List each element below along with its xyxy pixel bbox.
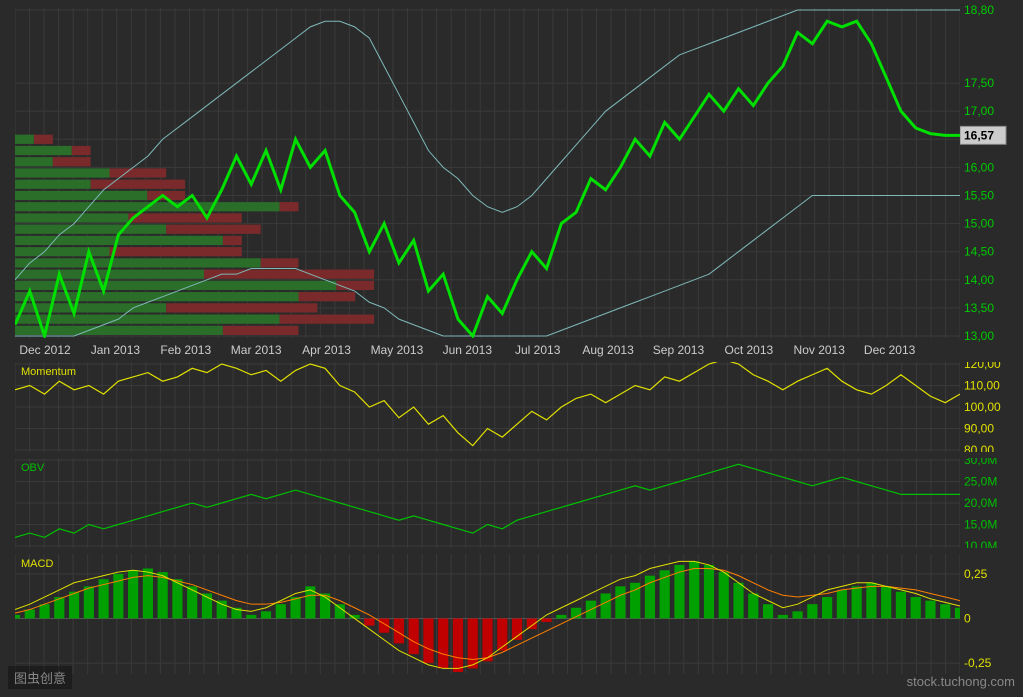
time-axis: Dec 2012 Jan 2013 Feb 2013 Mar 2013 Apr 2013… <box>15 340 960 360</box>
svg-text:0: 0 <box>964 611 971 625</box>
svg-text:18,80: 18,80 <box>964 4 994 17</box>
obv-chart-svg <box>15 458 960 548</box>
svg-text:120,00: 120,00 <box>964 362 1001 371</box>
price-yaxis: 13,0013,5014,0014,5015,0015,5016,0016,50… <box>960 4 1020 344</box>
macd-panel[interactable]: MACD <box>15 554 960 674</box>
svg-text:Apr 2013: Apr 2013 <box>302 343 351 357</box>
svg-text:-0,25: -0,25 <box>964 656 992 670</box>
macd-label: MACD <box>21 558 53 570</box>
svg-text:100,00: 100,00 <box>964 400 1001 414</box>
obv-panel[interactable]: OBV <box>15 458 960 548</box>
price-chart-svg <box>15 8 960 338</box>
svg-text:Mar 2013: Mar 2013 <box>231 343 282 357</box>
svg-text:25,0M: 25,0M <box>964 475 997 489</box>
svg-text:May 2013: May 2013 <box>371 343 424 357</box>
obv-label: OBV <box>21 462 44 474</box>
svg-text:90,00: 90,00 <box>964 422 994 436</box>
momentum-chart-svg <box>15 362 960 452</box>
svg-text:16,00: 16,00 <box>964 160 994 174</box>
svg-text:17,50: 17,50 <box>964 76 994 90</box>
svg-text:17,00: 17,00 <box>964 104 994 118</box>
svg-text:Aug 2013: Aug 2013 <box>582 343 634 357</box>
stock-chart-dashboard: 13,0013,5014,0014,5015,0015,5016,0016,50… <box>0 0 1023 697</box>
svg-text:Nov 2013: Nov 2013 <box>794 343 846 357</box>
svg-text:Jun 2013: Jun 2013 <box>443 343 493 357</box>
svg-text:15,0M: 15,0M <box>964 518 997 532</box>
svg-text:80,00: 80,00 <box>964 443 994 452</box>
watermark-left: 图虫创意 <box>8 666 72 689</box>
svg-text:Dec 2013: Dec 2013 <box>864 343 916 357</box>
svg-text:30,0M: 30,0M <box>964 458 997 467</box>
svg-text:0,25: 0,25 <box>964 567 988 581</box>
svg-text:15,50: 15,50 <box>964 188 994 202</box>
svg-text:Feb 2013: Feb 2013 <box>160 343 211 357</box>
momentum-label: Momentum <box>21 366 76 378</box>
svg-text:Oct 2013: Oct 2013 <box>724 343 773 357</box>
svg-text:Dec 2012: Dec 2012 <box>19 343 71 357</box>
macd-chart-svg <box>15 554 960 674</box>
price-panel[interactable] <box>15 8 960 338</box>
svg-text:13,50: 13,50 <box>964 301 994 315</box>
svg-text:14,00: 14,00 <box>964 273 994 287</box>
svg-text:Jul 2013: Jul 2013 <box>515 343 561 357</box>
macd-yaxis: -0,25 0 0,25 <box>960 554 1020 674</box>
svg-text:16,57: 16,57 <box>964 128 994 142</box>
svg-text:Jan 2013: Jan 2013 <box>91 343 141 357</box>
svg-text:15,00: 15,00 <box>964 217 994 231</box>
watermark-right: stock.tuchong.com <box>907 674 1015 689</box>
svg-text:14,50: 14,50 <box>964 245 994 259</box>
svg-text:10,0M: 10,0M <box>964 539 997 548</box>
svg-text:110,00: 110,00 <box>964 379 1000 393</box>
svg-text:13,00: 13,00 <box>964 329 994 343</box>
svg-text:Sep 2013: Sep 2013 <box>653 343 705 357</box>
obv-yaxis: 10,0M 15,0M 20,0M 25,0M 30,0M <box>960 458 1020 548</box>
momentum-yaxis: 80,00 90,00 100,00 110,00 120,00 <box>960 362 1020 452</box>
svg-text:20,0M: 20,0M <box>964 496 997 510</box>
momentum-panel[interactable]: Momentum <box>15 362 960 452</box>
